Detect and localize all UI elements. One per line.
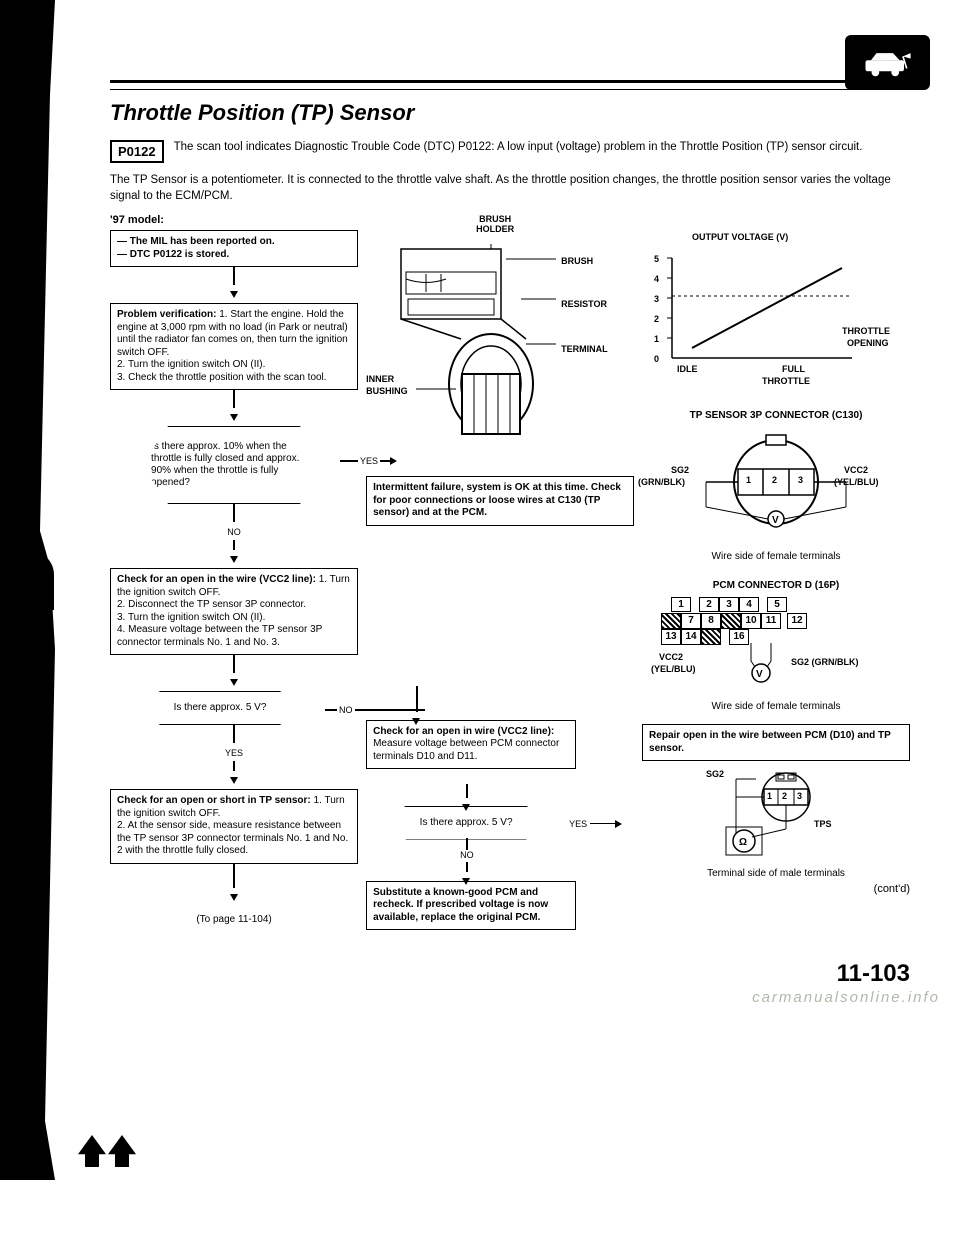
conn-3p-diagram: V 1 2 3 SG2 (GRN/BLK) VCC2 (YEL/BLU)	[676, 427, 876, 547]
output-voltage-chart: OUTPUT VOLTAGE (V) 5 4 3	[642, 232, 902, 392]
vcc2-label: VCC2	[844, 465, 868, 475]
ytick: 3	[654, 294, 659, 304]
decision-5v-a: Is there approx. 5 V?	[120, 691, 340, 725]
ytick: 4	[654, 274, 659, 284]
model-label: '97 model:	[110, 214, 358, 226]
contd: (cont'd)	[642, 883, 910, 895]
sg2-label: SG2	[706, 769, 724, 779]
no-label: NO	[227, 527, 241, 537]
decision-5v-b: Is there approx. 5 V?	[366, 806, 586, 840]
pin: 8	[701, 613, 721, 629]
to-page: (To page 11-104)	[110, 914, 358, 925]
yes-label: YES	[569, 819, 587, 829]
conn-3p-caption: Wire side of female terminals	[642, 551, 910, 562]
sg2-label: SG2 (GRN/BLK)	[791, 657, 859, 667]
pin: 3	[797, 791, 802, 801]
box-title: Check for an open in the wire (VCC2 line…	[117, 574, 316, 585]
xtick-throttle: THROTTLE	[762, 376, 810, 386]
no-label: NO	[460, 850, 474, 860]
opening-label: OPENING	[847, 338, 889, 348]
brush-label: BRUSH	[479, 214, 511, 224]
box-title: Check for an open or short in TP sensor:	[117, 795, 311, 806]
svg-text:V: V	[756, 669, 763, 680]
decision-10-90: Is there approx. 10% when the throttle i…	[124, 426, 344, 504]
pin: 2	[772, 475, 777, 485]
tps-label: TPS	[814, 819, 832, 829]
pin: 4	[739, 597, 759, 612]
substitute-box: Substitute a known-good PCM and recheck.…	[366, 881, 576, 931]
box-title: Problem verification:	[117, 309, 216, 320]
box-title: Check for an open in wire (VCC2 line):	[373, 726, 554, 737]
check-short-box: Check for an open or short in TP sensor:…	[110, 789, 358, 864]
box-steps: Measure voltage between PCM connector te…	[373, 738, 559, 762]
chart-title: OUTPUT VOLTAGE (V)	[692, 232, 788, 242]
ytick: 2	[654, 314, 659, 324]
holder-label: HOLDER	[476, 224, 514, 234]
problem-verification-box: Problem verification: 1. Start the engin…	[110, 303, 358, 390]
vcc2-wire: (YEL/BLU)	[834, 477, 879, 487]
pin: 2	[699, 597, 719, 612]
pin: 3	[798, 475, 803, 485]
sg2-label: SG2	[671, 465, 689, 475]
page-number: 11-103	[110, 960, 910, 988]
pin: 5	[767, 597, 787, 612]
car-corner-icon	[845, 35, 930, 90]
box-steps: 1. Turn the ignition switch OFF. 2. Disc…	[117, 574, 350, 648]
conn-16p-title: PCM CONNECTOR D (16P)	[642, 580, 910, 591]
conn-3p-title: TP SENSOR 3P CONNECTOR (C130)	[642, 410, 910, 421]
brush-holder-diagram: BRUSH HOLDER BRUSH RESISTOR TERMINAL INN…	[366, 214, 626, 444]
xtick-full: FULL	[782, 364, 805, 374]
ytick: 1	[654, 334, 659, 344]
intermittent-box: Intermittent failure, system is OK at th…	[366, 476, 634, 526]
tps-caption: Terminal side of male terminals	[642, 868, 910, 879]
yes-label: YES	[360, 456, 378, 466]
vcc2-label: VCC2	[659, 652, 683, 662]
ytick: 5	[654, 254, 659, 264]
pin: 2	[782, 791, 787, 801]
check-vcc2b-box: Check for an open in wire (VCC2 line): M…	[366, 720, 576, 770]
dtc-description: The scan tool indicates Diagnostic Troub…	[174, 140, 863, 156]
pin: 3	[719, 597, 739, 612]
pin: 1	[671, 597, 691, 612]
pin: 7	[681, 613, 701, 629]
check-vcc2-box: Check for an open in the wire (VCC2 line…	[110, 568, 358, 655]
throttle-label: THROTTLE	[842, 326, 890, 336]
pin-hatch	[721, 613, 741, 629]
page-title: Throttle Position (TP) Sensor	[110, 100, 910, 126]
xtick-idle: IDLE	[677, 364, 698, 374]
sg2-wire: (GRN/BLK)	[638, 477, 685, 487]
pin: 10	[741, 613, 761, 629]
tps-connector-diagram: Ω SG2 1 2 3 TPS	[706, 769, 846, 864]
spade-icon	[108, 1135, 136, 1167]
box-steps: 1. Start the engine. Hold the engine at …	[117, 309, 348, 383]
mil-box: — The MIL has been reported on. — DTC P0…	[110, 230, 358, 267]
pin: 1	[767, 791, 772, 801]
svg-text:Ω: Ω	[739, 837, 747, 848]
watermark: carmanualsonline.info	[752, 989, 940, 1006]
pin: 12	[787, 613, 807, 629]
conn-16p-diagram: 1 2 3 4 5 7 8 10 11	[651, 597, 901, 697]
pin: 11	[761, 613, 781, 629]
pin: 1	[746, 475, 751, 485]
dtc-code: P0122	[110, 140, 164, 163]
pin-hatch	[661, 613, 681, 629]
spade-icon	[78, 1135, 106, 1167]
ytick: 0	[654, 354, 659, 364]
spade-icon	[2, 550, 54, 610]
intro-text: The TP Sensor is a potentiometer. It is …	[110, 173, 910, 204]
repair-box: Repair open in the wire between PCM (D10…	[642, 724, 910, 761]
yes-label: YES	[225, 748, 243, 758]
vcc2-wire: (YEL/BLU)	[651, 664, 696, 674]
no-label: NO	[339, 705, 353, 715]
svg-text:V: V	[772, 515, 779, 526]
conn-16p-caption: Wire side of female terminals	[642, 701, 910, 712]
